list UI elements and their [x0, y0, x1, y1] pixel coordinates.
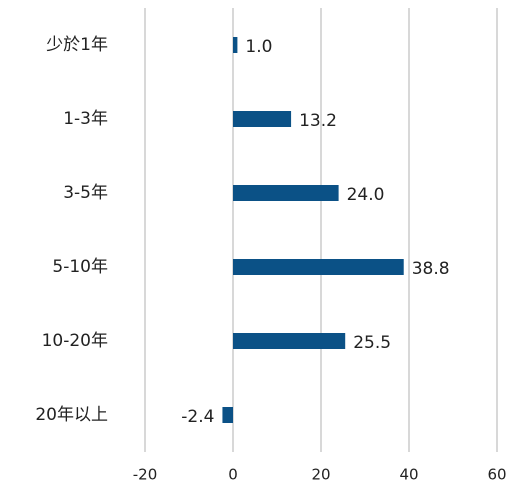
y-tick-label: 5-10年	[52, 257, 108, 277]
x-tick-label: 40	[399, 466, 418, 484]
x-tick-label: 60	[487, 466, 506, 484]
bar	[233, 37, 238, 53]
y-tick-label: 20年以上	[35, 405, 108, 425]
bar	[222, 407, 233, 423]
x-tick-label: 0	[228, 466, 238, 484]
y-tick-label: 10-20年	[42, 331, 108, 351]
data-label: 1.0	[245, 37, 272, 57]
y-tick-label: 少於1年	[46, 35, 108, 55]
x-tick-label: -20	[133, 466, 158, 484]
y-tick-label: 3-5年	[63, 183, 108, 203]
y-tick-label: 1-3年	[63, 109, 108, 129]
data-label: -2.4	[181, 407, 214, 427]
data-label: 38.8	[412, 259, 450, 279]
data-label: 13.2	[299, 111, 337, 131]
bar	[233, 111, 292, 127]
bar	[233, 333, 346, 349]
bar	[233, 259, 404, 275]
data-label: 25.5	[353, 333, 391, 353]
data-label: 24.0	[347, 185, 385, 205]
bar	[233, 185, 339, 201]
x-tick-label: 20	[311, 466, 330, 484]
